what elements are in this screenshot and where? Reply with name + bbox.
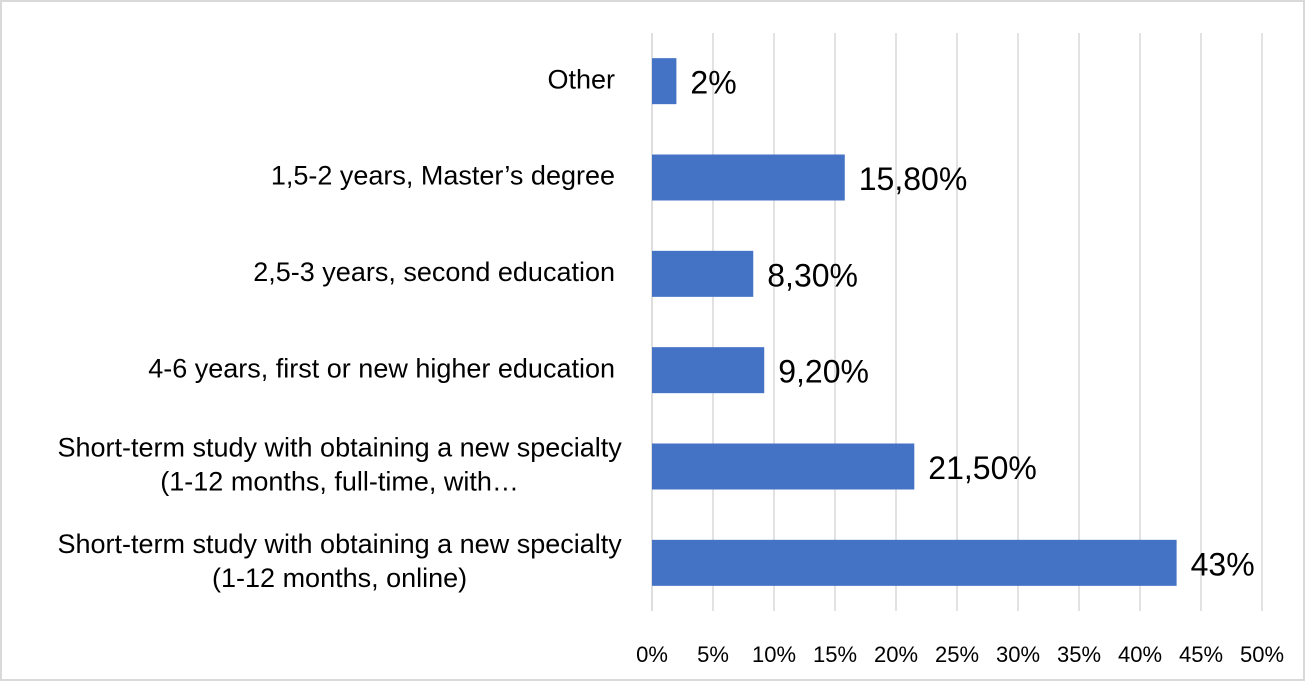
x-tick-label: 25% bbox=[935, 642, 979, 667]
data-label: 21,50% bbox=[928, 450, 1037, 486]
data-label: 8,30% bbox=[767, 257, 858, 293]
x-tick-label: 15% bbox=[813, 642, 857, 667]
data-label: 9,20% bbox=[778, 354, 869, 390]
y-tick-label: 2,5-3 years, second education bbox=[253, 257, 615, 287]
y-tick-label: 4-6 years, first or new higher education bbox=[148, 353, 615, 383]
y-tick-label: Short-term study with obtaining a new sp… bbox=[57, 529, 622, 593]
y-tick-label: Short-term study with obtaining a new sp… bbox=[57, 433, 622, 497]
x-tick-label: 10% bbox=[752, 642, 796, 667]
x-tick-label: 30% bbox=[996, 642, 1040, 667]
data-label: 2% bbox=[690, 65, 736, 101]
bar bbox=[652, 58, 677, 105]
x-tick-label: 0% bbox=[636, 642, 668, 667]
x-tick-label: 50% bbox=[1240, 642, 1284, 667]
y-tick-label: Other bbox=[547, 64, 615, 94]
data-label: 43% bbox=[1191, 546, 1255, 582]
data-label: 15,80% bbox=[859, 161, 968, 197]
x-tick-label: 35% bbox=[1057, 642, 1101, 667]
x-tick-label: 45% bbox=[1179, 642, 1223, 667]
x-tick-label: 5% bbox=[697, 642, 729, 667]
bar bbox=[652, 154, 845, 201]
bar bbox=[652, 347, 765, 394]
y-tick-label: 1,5-2 years, Master’s degree bbox=[271, 161, 615, 191]
x-tick-label: 40% bbox=[1118, 642, 1162, 667]
bar bbox=[652, 250, 754, 297]
x-tick-label: 20% bbox=[874, 642, 918, 667]
bar bbox=[652, 443, 915, 490]
bar bbox=[652, 539, 1177, 586]
